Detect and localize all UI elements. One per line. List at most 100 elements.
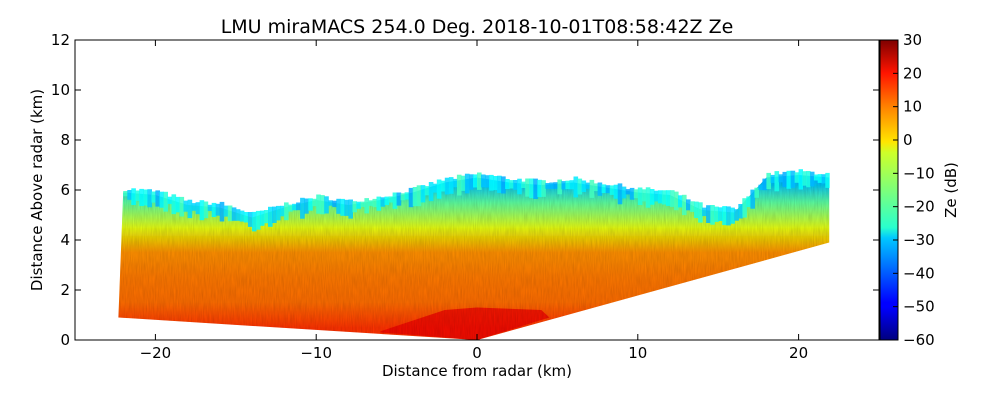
cloud-top-cell (364, 198, 369, 214)
cloud-top-cell (127, 190, 132, 200)
cloud-top-cell (360, 201, 365, 207)
x-tick-label: −10 (300, 344, 332, 362)
cloud-top-cell (348, 199, 353, 219)
cloud-top-cell (155, 190, 160, 207)
cloud-top-cell (388, 196, 394, 203)
cloud-top-cell (215, 203, 221, 216)
cloud-top-cell (501, 176, 506, 194)
cloud-top-cell (163, 191, 168, 212)
colorbar-tick-label: −20 (903, 198, 935, 216)
cloud-top-cell (605, 185, 611, 194)
cloud-top-cell (167, 196, 173, 204)
cloud-top-cell (657, 190, 663, 204)
cloud-top-cell (577, 178, 583, 195)
cloud-top-cell (473, 174, 478, 188)
cloud-top-cell (497, 175, 502, 193)
cloud-top-cell (195, 202, 201, 215)
cloud-top-cell (609, 185, 615, 195)
cloud-top-cell (404, 192, 410, 200)
cloud-top-cell (312, 198, 317, 207)
cloud-top-cell (328, 200, 333, 206)
reflectivity-area (118, 175, 830, 340)
cloud-top-cell (686, 199, 691, 211)
y-tick-label: 6 (60, 181, 70, 199)
cloud-top-cell (268, 206, 273, 227)
cloud-top-cell (766, 172, 771, 190)
cloud-top-cell (336, 198, 341, 214)
x-axis: −20 −10 0 10 20 (140, 40, 808, 362)
cloud-top-cell (284, 202, 289, 221)
colorbar-tick-label: 10 (903, 98, 922, 116)
cloud-top-cell (280, 205, 285, 217)
chart-title: LMU miraMACS 254.0 Deg. 2018-10-01T08:58… (221, 16, 734, 38)
cloud-top-cell (239, 210, 245, 222)
cloud-top-cell (742, 198, 747, 218)
colorbar-label: Ze (dB) (942, 162, 960, 218)
cloud-top-cell (762, 178, 767, 191)
cloud-top-cell (782, 171, 788, 187)
cloud-top-cell (324, 196, 329, 214)
cloud-top-cell (384, 196, 390, 206)
y-tick-label: 12 (51, 31, 70, 49)
cloud-top-cell (653, 190, 659, 202)
cloud-top-cell (670, 190, 675, 207)
cloud-top-cell (243, 212, 249, 223)
cloud-top-cell (778, 174, 784, 183)
cloud-top-cell (424, 186, 430, 196)
cloud-top-cell (553, 182, 558, 189)
near-radar-strong-echo (380, 307, 550, 340)
cloud-top-cell (368, 200, 374, 206)
cloud-top-cell (436, 179, 442, 199)
y-axis: 0 2 4 6 8 10 12 (51, 31, 879, 349)
cloud-top-cell (272, 206, 277, 223)
cloud-top-cell (179, 196, 185, 217)
cloud-top-cell (706, 205, 711, 223)
cloud-top-cell (332, 200, 337, 208)
cloud-top-cell (545, 183, 550, 189)
cloud-top-cell (308, 198, 313, 211)
cloud-top-cell (738, 204, 743, 219)
cloud-top-cell (444, 177, 450, 195)
colorbar-gradient (879, 39, 899, 341)
cloud-top-cell (448, 177, 454, 194)
plot-area (74, 39, 880, 341)
cloud-top-cell (533, 178, 538, 199)
cloud-top-cell (770, 174, 776, 183)
cloud-top-cell (569, 180, 575, 190)
y-tick-label: 4 (60, 231, 70, 249)
cloud-top-cell (223, 205, 229, 217)
cloud-top-cell (276, 205, 281, 221)
cloud-top-cell (637, 187, 643, 205)
x-tick-label: 10 (628, 344, 647, 362)
cloud-top-cell (344, 199, 349, 216)
cloud-top-cell (247, 212, 253, 227)
cloud-top-cell (585, 182, 591, 189)
cloud-top-cell (469, 174, 474, 190)
cloud-top-cell (259, 210, 265, 226)
cloud-top-cell (296, 202, 301, 211)
cloud-top-cell (678, 195, 683, 208)
colorbar-tick-label: −10 (903, 164, 935, 182)
colorbar-tick-label: 30 (903, 31, 922, 49)
cloud-top-cell (505, 179, 510, 189)
x-tick-label: 20 (789, 344, 808, 362)
cloud-top-cell (581, 180, 587, 192)
cloud-top-cell (456, 174, 462, 196)
colorbar-ticks: −60 −50 −40 −30 −20 −10 0 10 20 30 (893, 31, 935, 349)
cloud-top-cell (219, 201, 225, 222)
cloud-top-cell (537, 179, 542, 198)
cloud-top-cell (786, 170, 792, 189)
cloud-top-cell (493, 176, 498, 191)
cloud-top-cell (674, 191, 679, 211)
cloud-top-cell (452, 178, 458, 188)
y-tick-label: 8 (60, 131, 70, 149)
cloud-top-cell (806, 171, 811, 188)
cloud-top-cell (231, 207, 237, 221)
cloud-top-cell (460, 175, 466, 191)
cloud-top-cell (400, 193, 406, 201)
reflectivity-field (118, 169, 830, 340)
cloud-top-cell (802, 171, 807, 186)
cloud-top-cell (143, 189, 148, 206)
cloud-top-cell (710, 205, 715, 225)
